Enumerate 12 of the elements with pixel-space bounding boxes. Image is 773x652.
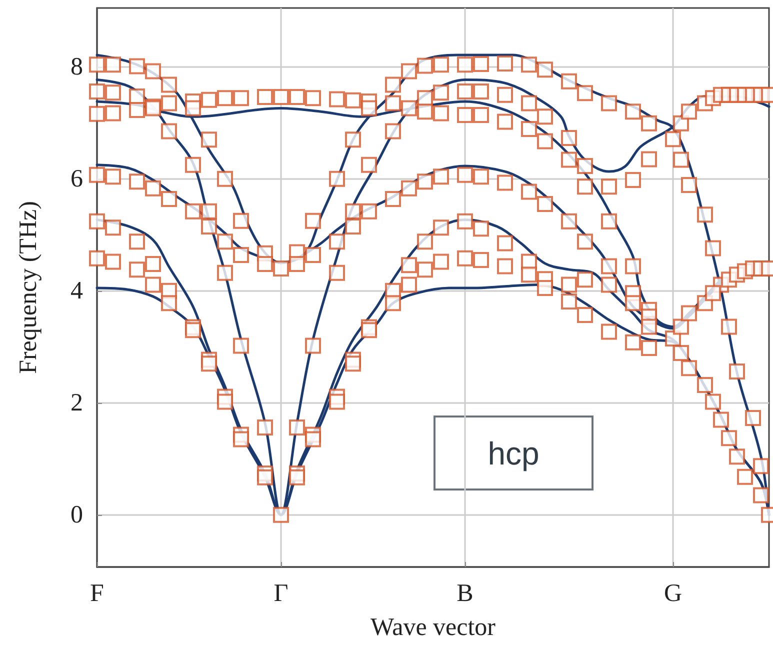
x-tick-label: B bbox=[456, 580, 474, 607]
y-tick-label: 6 bbox=[70, 165, 83, 192]
y-axis-title: Frequency (THz) bbox=[15, 201, 42, 374]
x-axis-title: Wave vector bbox=[370, 614, 496, 641]
y-tick-label: 0 bbox=[70, 501, 83, 528]
y-tick-label: 8 bbox=[70, 53, 83, 80]
annotation: hcp bbox=[488, 436, 540, 472]
x-tick-label: Γ bbox=[274, 580, 288, 607]
x-tick-label: F bbox=[90, 580, 104, 607]
x-tick-label: G bbox=[664, 580, 682, 607]
y-tick-label: 2 bbox=[70, 389, 83, 416]
y-tick-label: 4 bbox=[70, 277, 84, 304]
